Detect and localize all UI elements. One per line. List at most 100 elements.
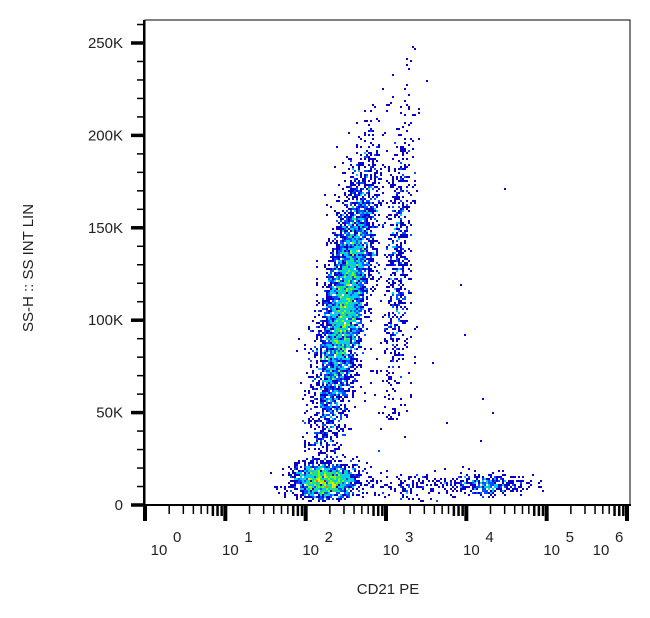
event-dot	[330, 486, 332, 488]
event-dot	[336, 266, 338, 268]
event-dot	[344, 356, 346, 358]
event-dot	[350, 202, 352, 204]
event-dot	[338, 324, 340, 326]
event-dot	[354, 484, 356, 486]
event-dot	[430, 498, 432, 500]
event-dot	[304, 496, 306, 498]
event-dot	[362, 326, 364, 328]
event-dot	[300, 484, 302, 486]
event-dot	[348, 262, 350, 264]
event-dot	[338, 320, 340, 322]
event-dot	[506, 482, 508, 484]
event-dot	[338, 290, 340, 292]
event-dot	[400, 252, 402, 254]
event-dot	[378, 120, 380, 122]
event-dot	[374, 168, 376, 170]
event-dot	[418, 486, 420, 488]
event-dot	[274, 486, 276, 488]
event-dot	[338, 424, 340, 426]
event-dot	[326, 432, 328, 434]
event-dot	[510, 490, 512, 492]
event-dot	[358, 486, 360, 488]
event-dot	[430, 484, 432, 486]
event-dot	[354, 258, 356, 260]
event-dot	[456, 482, 458, 484]
event-dot	[330, 274, 332, 276]
event-dot	[350, 248, 352, 250]
event-dot	[350, 352, 352, 354]
event-dot	[342, 316, 344, 318]
event-dot	[354, 318, 356, 320]
event-dot	[478, 492, 480, 494]
event-dot	[276, 486, 278, 488]
event-dot	[352, 488, 354, 490]
event-dot	[356, 488, 358, 490]
event-dot	[488, 488, 490, 490]
event-dot	[340, 496, 342, 498]
event-dot	[354, 292, 356, 294]
event-dot	[376, 152, 378, 154]
event-dot	[326, 482, 328, 484]
event-dot	[326, 322, 328, 324]
event-dot	[350, 480, 352, 482]
event-dot	[356, 232, 358, 234]
event-dot	[362, 224, 364, 226]
event-dot	[322, 486, 324, 488]
event-dot	[330, 370, 332, 372]
event-dot	[480, 482, 482, 484]
event-dot	[410, 476, 412, 478]
event-dot	[356, 238, 358, 240]
event-dot	[310, 400, 312, 402]
event-dot	[352, 166, 354, 168]
event-dot	[356, 324, 358, 326]
event-dot	[404, 176, 406, 178]
event-dot	[346, 270, 348, 272]
event-dot	[346, 320, 348, 322]
event-dot	[350, 194, 352, 196]
y-tick-label: 150K	[88, 220, 123, 237]
event-dot	[348, 228, 350, 230]
event-dot	[334, 450, 336, 452]
event-dot	[338, 272, 340, 274]
event-dot	[334, 448, 336, 450]
event-dot	[340, 268, 342, 270]
event-dot	[356, 252, 358, 254]
event-dot	[346, 472, 348, 474]
event-dot	[396, 154, 398, 156]
event-dot	[338, 216, 340, 218]
event-dot	[312, 400, 314, 402]
event-dot	[328, 324, 330, 326]
event-dot	[286, 490, 288, 492]
event-dot	[502, 474, 504, 476]
event-dot	[330, 470, 332, 472]
event-dot	[312, 376, 314, 378]
event-dot	[326, 380, 328, 382]
event-dot	[326, 300, 328, 302]
event-dot	[406, 496, 408, 498]
event-dot	[348, 372, 350, 374]
event-dot	[328, 332, 330, 334]
event-dot	[360, 138, 362, 140]
event-dot	[336, 366, 338, 368]
event-dot	[352, 252, 354, 254]
event-dot	[386, 328, 388, 330]
event-dot	[352, 214, 354, 216]
event-dot	[390, 264, 392, 266]
event-dot	[352, 338, 354, 340]
event-dot	[338, 364, 340, 366]
event-dot	[352, 328, 354, 330]
event-dot	[334, 298, 336, 300]
event-dot	[378, 154, 380, 156]
event-dot	[346, 314, 348, 316]
event-dot	[324, 358, 326, 360]
event-dot	[320, 378, 322, 380]
event-dot	[304, 440, 306, 442]
event-dot	[344, 396, 346, 398]
event-dot	[344, 204, 346, 206]
event-dot	[338, 394, 340, 396]
event-dot	[316, 382, 318, 384]
event-dot	[496, 488, 498, 490]
event-dot	[322, 392, 324, 394]
event-dot	[372, 158, 374, 160]
